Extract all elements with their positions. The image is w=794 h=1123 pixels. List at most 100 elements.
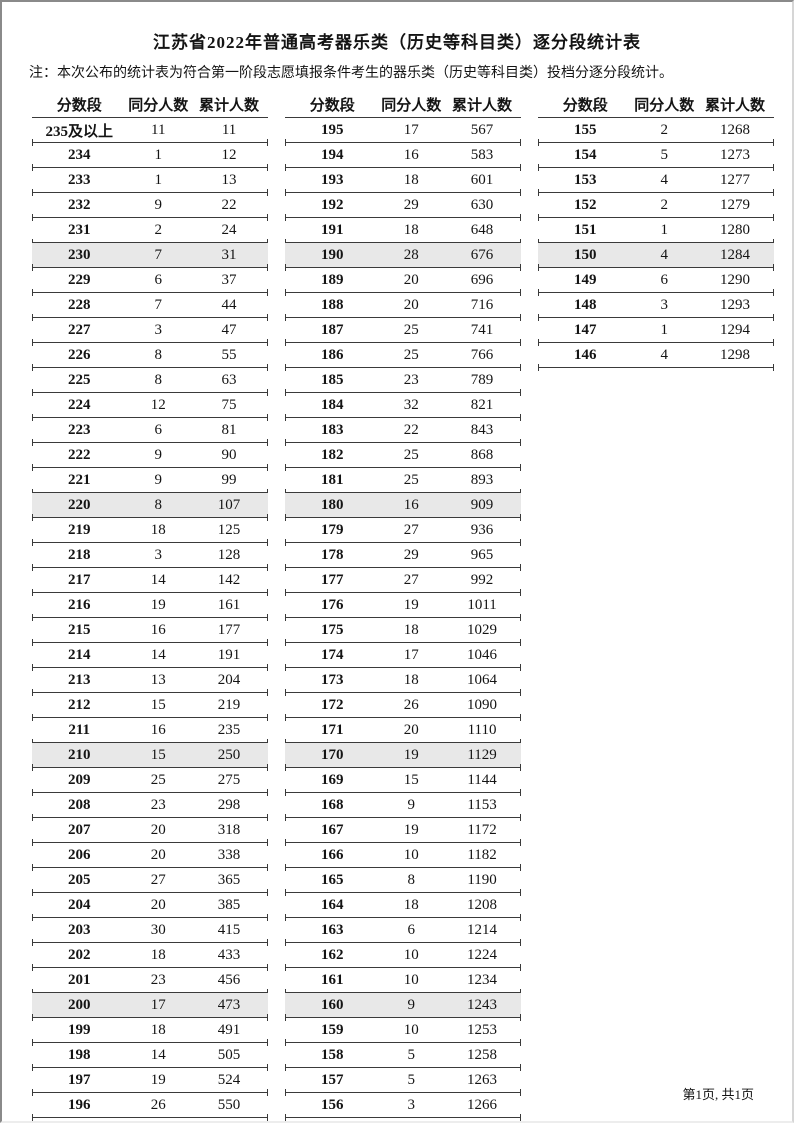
cumulative-cell: 55 bbox=[221, 346, 237, 363]
score-cell: 151 bbox=[573, 221, 597, 238]
cumulative-cell: 1263 bbox=[467, 1071, 498, 1088]
table-row: 188 20 716 bbox=[285, 293, 521, 321]
score-cell: 204 bbox=[67, 896, 91, 913]
table-row: 180 16 909 bbox=[285, 493, 521, 521]
count-cell: 19 bbox=[403, 596, 419, 613]
score-cell: 207 bbox=[67, 821, 91, 838]
count-cell: 18 bbox=[403, 896, 419, 913]
cumulative-cell: 1279 bbox=[720, 196, 751, 213]
score-cell: 153 bbox=[573, 171, 597, 188]
cumulative-cell: 1129 bbox=[467, 746, 497, 763]
table-row: 208 23 298 bbox=[32, 793, 268, 821]
table-row: 146 4 1298 bbox=[538, 343, 774, 371]
score-cell: 232 bbox=[67, 196, 91, 213]
cumulative-cell: 24 bbox=[221, 221, 237, 238]
table-header: 分数段 同分人数 累计人数 bbox=[285, 92, 521, 118]
count-cell: 9 bbox=[154, 471, 163, 488]
score-cell: 187 bbox=[320, 321, 344, 338]
header-cell-same-score-count: 同分人数 bbox=[128, 98, 189, 114]
cumulative-cell: 524 bbox=[217, 1071, 241, 1088]
cumulative-cell: 1234 bbox=[467, 971, 498, 988]
count-cell: 1 bbox=[660, 321, 669, 338]
table-row: 216 19 161 bbox=[32, 593, 268, 621]
table-row: 221 9 99 bbox=[32, 468, 268, 496]
table-row: 157 5 1263 bbox=[285, 1068, 521, 1096]
count-cell: 32 bbox=[403, 396, 419, 413]
table-row: 149 6 1290 bbox=[538, 268, 774, 296]
table-row: 230 7 31 bbox=[32, 243, 268, 271]
count-cell: 6 bbox=[660, 271, 669, 288]
count-cell: 1 bbox=[660, 221, 669, 238]
table-row: 189 20 696 bbox=[285, 268, 521, 296]
table-row: 174 17 1046 bbox=[285, 643, 521, 671]
table-header: 分数段 同分人数 累计人数 bbox=[32, 92, 268, 118]
cumulative-cell: 75 bbox=[221, 396, 237, 413]
table-row: 233 1 13 bbox=[32, 168, 268, 196]
cumulative-cell: 1268 bbox=[720, 121, 751, 138]
table-row: 175 18 1029 bbox=[285, 618, 521, 646]
table-row: 215 16 177 bbox=[32, 618, 268, 646]
score-cell: 190 bbox=[320, 246, 344, 263]
cumulative-cell: 1273 bbox=[720, 146, 751, 163]
table-row: 210 15 250 bbox=[32, 743, 268, 771]
cumulative-cell: 868 bbox=[470, 446, 494, 463]
table-row: 219 18 125 bbox=[32, 518, 268, 546]
score-cell: 169 bbox=[320, 771, 344, 788]
cumulative-cell: 13 bbox=[221, 171, 237, 188]
table-row: 206 20 338 bbox=[32, 843, 268, 871]
score-cell: 150 bbox=[573, 246, 597, 263]
table-row: 204 20 385 bbox=[32, 893, 268, 921]
cumulative-cell: 99 bbox=[221, 471, 237, 488]
count-cell: 15 bbox=[150, 746, 166, 763]
count-cell: 1 bbox=[154, 146, 163, 163]
cumulative-cell: 47 bbox=[221, 321, 237, 338]
cumulative-cell: 37 bbox=[221, 271, 237, 288]
score-cell: 174 bbox=[320, 646, 344, 663]
count-cell: 27 bbox=[150, 871, 166, 888]
header-cell-cumulative-count: 累计人数 bbox=[705, 98, 766, 114]
table-row: 195 17 567 bbox=[285, 118, 521, 146]
cumulative-cell: 433 bbox=[217, 946, 241, 963]
table-row: 165 8 1190 bbox=[285, 868, 521, 896]
cumulative-cell: 125 bbox=[217, 521, 241, 538]
table-row: 150 4 1284 bbox=[538, 243, 774, 271]
table-row: 229 6 37 bbox=[32, 268, 268, 296]
score-cell: 180 bbox=[320, 496, 344, 513]
score-cell: 170 bbox=[320, 746, 344, 763]
count-cell: 10 bbox=[403, 946, 419, 963]
count-cell: 9 bbox=[154, 196, 163, 213]
score-cell: 223 bbox=[67, 421, 91, 438]
table-row: 234 1 12 bbox=[32, 143, 268, 171]
score-cell: 206 bbox=[67, 846, 91, 863]
cumulative-cell: 275 bbox=[217, 771, 241, 788]
table-row: 153 4 1277 bbox=[538, 168, 774, 196]
score-cell: 231 bbox=[67, 221, 91, 238]
cumulative-cell: 11 bbox=[221, 121, 237, 138]
table-row: 171 20 1110 bbox=[285, 718, 521, 746]
count-cell: 1 bbox=[154, 171, 163, 188]
count-cell: 2 bbox=[660, 196, 669, 213]
count-cell: 16 bbox=[150, 721, 166, 738]
count-cell: 12 bbox=[150, 396, 166, 413]
cumulative-cell: 1280 bbox=[720, 221, 751, 238]
score-cell: 175 bbox=[320, 621, 344, 638]
score-cell: 228 bbox=[67, 296, 91, 313]
score-cell: 233 bbox=[67, 171, 91, 188]
table-row: 154 5 1273 bbox=[538, 143, 774, 171]
count-cell: 10 bbox=[403, 846, 419, 863]
count-cell: 29 bbox=[403, 546, 419, 563]
score-cell: 177 bbox=[320, 571, 344, 588]
count-cell: 3 bbox=[407, 1096, 416, 1113]
page-number: 第1页, 共1页 bbox=[682, 1087, 754, 1102]
count-cell: 13 bbox=[150, 671, 166, 688]
cumulative-cell: 1214 bbox=[467, 921, 498, 938]
count-cell: 25 bbox=[403, 471, 419, 488]
count-cell: 11 bbox=[151, 121, 166, 138]
cumulative-cell: 365 bbox=[217, 871, 241, 888]
score-cell: 158 bbox=[320, 1046, 344, 1063]
score-table-3: 分数段 同分人数 累计人数 155 2 1268 154 5 1273 153 4 1277 15… bbox=[538, 92, 774, 371]
score-cell: 202 bbox=[67, 946, 91, 963]
cumulative-cell: 12 bbox=[221, 146, 237, 163]
cumulative-cell: 1293 bbox=[720, 296, 751, 313]
table-row: 194 16 583 bbox=[285, 143, 521, 171]
